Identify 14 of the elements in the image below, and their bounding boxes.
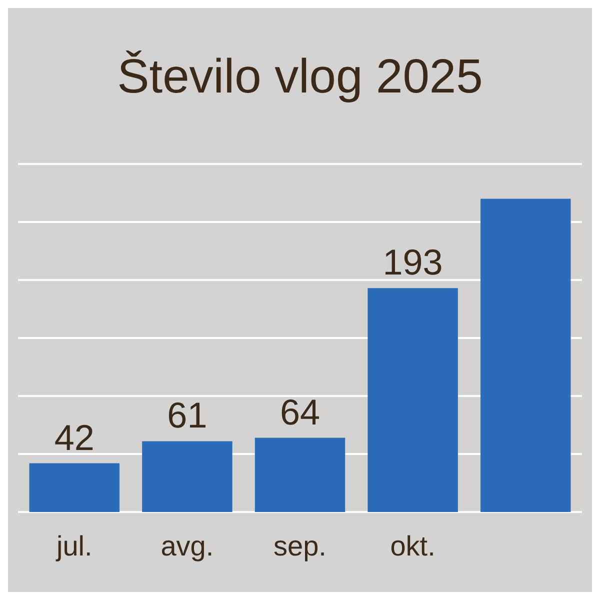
data-label: 64 [280,391,320,432]
data-label: 42 [54,416,94,458]
bar [480,198,571,512]
bar [29,463,120,512]
x-tick-label: avg. [160,530,214,562]
data-label: 193 [382,242,443,283]
chart-title: Število vlog 2025 [117,50,483,104]
data-label: 61 [167,394,208,436]
bar [254,438,346,512]
bar [142,441,232,512]
x-tick-label: okt. [390,530,436,562]
x-tick-label: jul. [56,530,92,562]
x-tick-label: sep. [274,530,326,562]
bar [368,288,458,512]
